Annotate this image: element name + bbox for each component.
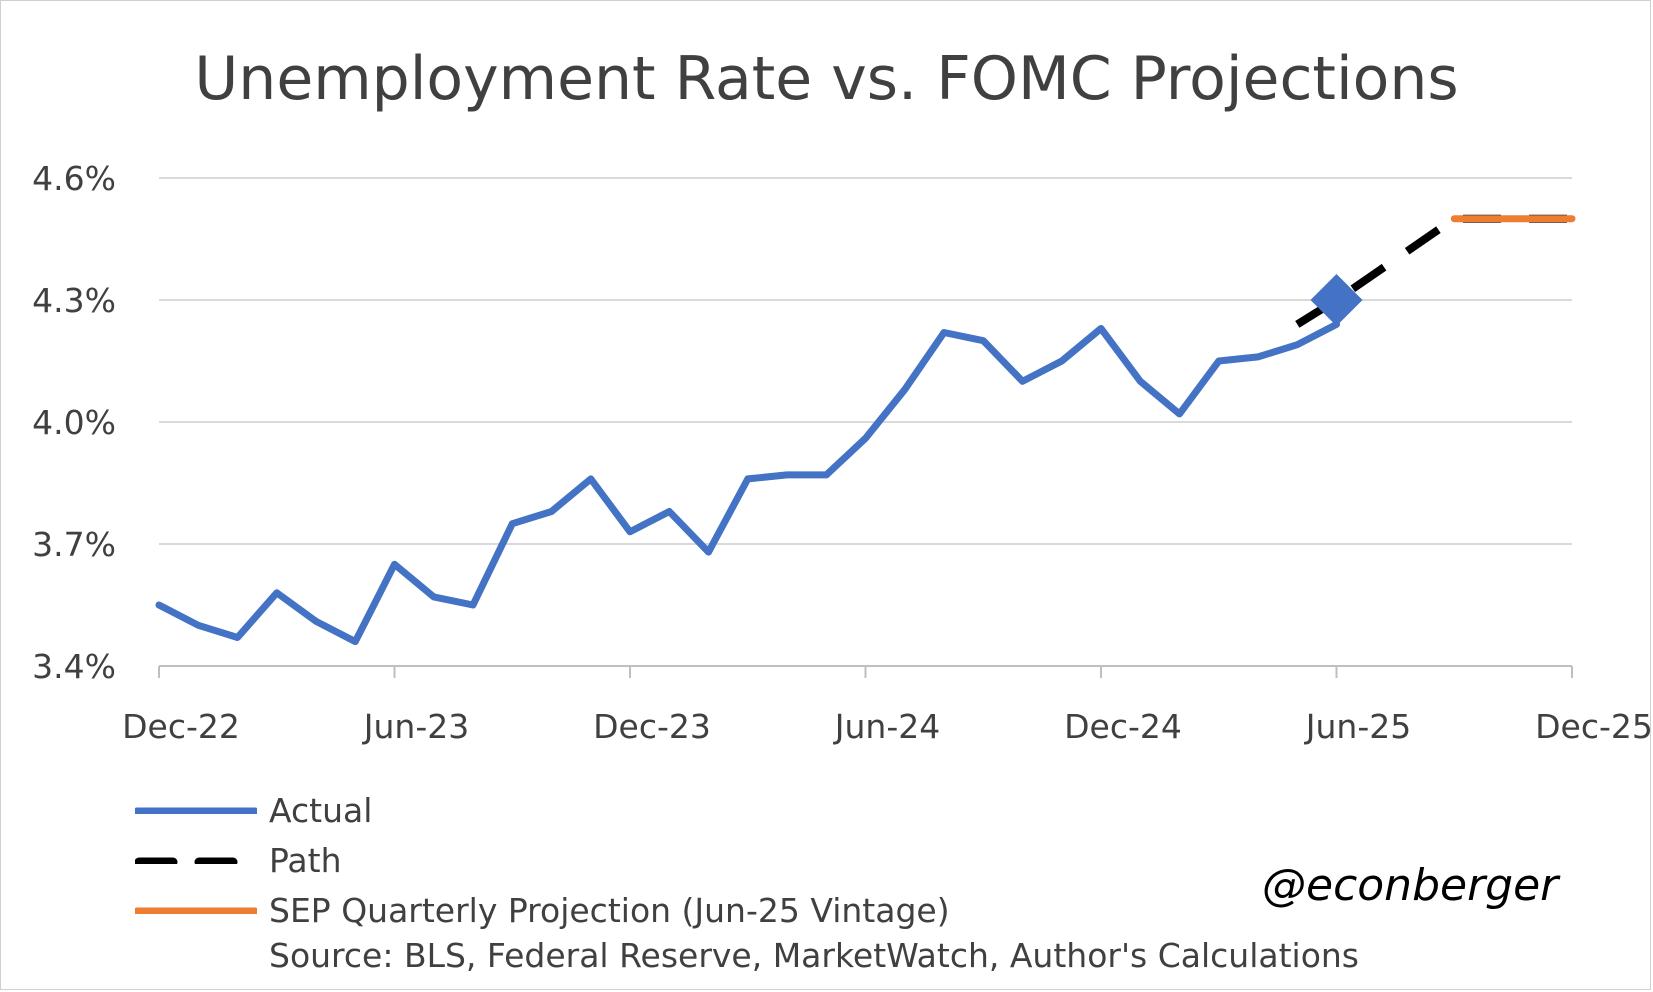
x-tick-label: Jun-24 (833, 707, 940, 746)
x-tick-label: Jun-25 (1304, 707, 1411, 746)
legend-item-actual: Actual (135, 785, 950, 835)
legend-item-path: Path (135, 835, 950, 885)
series-line-actual (155, 320, 1340, 646)
source-note: Source: BLS, Federal Reserve, MarketWatc… (269, 936, 1359, 975)
marker-diamond (1310, 274, 1363, 326)
legend-swatch-path (135, 857, 257, 864)
y-tick-label: 3.4% (32, 647, 116, 686)
y-tick-label: 4.0% (32, 403, 116, 442)
series-line-path (1295, 214, 1572, 328)
y-tick-label: 3.7% (32, 525, 116, 564)
x-tick-label: Dec-24 (1064, 707, 1182, 746)
series-layer (155, 214, 1576, 646)
axes: 3.4% 3.7% 4.0% 4.3% 4.6% Dec-22 Jun-23 Dec-23 Ju… (32, 159, 1653, 746)
legend-label-actual: Actual (269, 790, 373, 830)
legend-label-path: Path (269, 840, 342, 880)
legend: Actual Path SEP Quarterly Projection (Ju… (135, 785, 950, 935)
legend-swatch-sep (135, 907, 257, 914)
x-tick-label: Jun-23 (362, 707, 469, 746)
y-tick-label: 4.3% (32, 281, 116, 320)
chart-title: Unemployment Rate vs. FOMC Projections (194, 44, 1459, 114)
legend-swatch-actual (135, 807, 257, 814)
y-tick-label: 4.6% (32, 159, 116, 198)
gridlines (159, 177, 1572, 545)
author-credit: @econberger (1262, 860, 1559, 911)
x-tick-label: Dec-22 (122, 707, 240, 746)
legend-label-sep: SEP Quarterly Projection (Jun-25 Vintage… (269, 890, 950, 930)
legend-item-sep: SEP Quarterly Projection (Jun-25 Vintage… (135, 885, 950, 935)
x-tick-label: Dec-25 (1535, 707, 1653, 746)
x-tick-label: Dec-23 (593, 707, 711, 746)
